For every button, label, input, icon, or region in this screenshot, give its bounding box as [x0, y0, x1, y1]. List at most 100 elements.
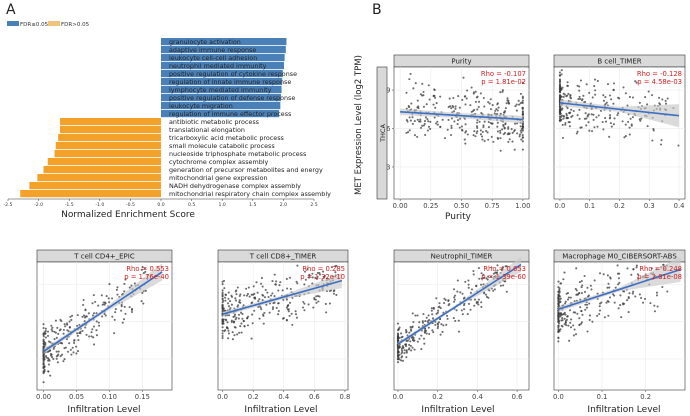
macrophage-x-tick-label-2: 0.2 — [640, 393, 651, 401]
cd8-point — [279, 281, 282, 284]
cd8-point — [303, 283, 306, 286]
cd4-point — [70, 353, 73, 356]
neutrophil-point — [496, 264, 499, 267]
purity-fit-line — [400, 111, 523, 121]
macrophage-point — [586, 286, 589, 289]
gsea-term-label-18: mitochondrial gene expression — [169, 174, 268, 182]
cd8-point — [312, 306, 315, 309]
neutrophil-point — [440, 323, 443, 326]
neutrophil-point — [408, 331, 411, 334]
gsea-x-tick-label-4: -0.5 — [126, 202, 135, 208]
neutrophil-point — [423, 330, 426, 333]
macrophage-point — [622, 303, 625, 306]
bcell-point — [592, 118, 595, 121]
cd8-point — [221, 298, 224, 301]
cd4-point — [51, 330, 54, 333]
gsea-term-label-5: positive regulation of cytokine response — [169, 70, 297, 78]
purity-point — [516, 132, 519, 135]
neutrophil-point — [484, 293, 488, 296]
cd8-point — [257, 300, 260, 303]
neutrophil-point — [421, 320, 424, 323]
purity-point — [421, 124, 424, 127]
cd4-point — [48, 349, 51, 352]
neutrophil-point — [400, 332, 403, 335]
cd8-x-tick-label-0: 0.0 — [217, 393, 228, 401]
purity-point — [478, 120, 481, 123]
cd8-point — [307, 276, 310, 279]
purity-point — [503, 131, 506, 134]
macrophage-point — [626, 299, 629, 302]
cd4-point — [55, 350, 58, 353]
neutrophil-point — [473, 298, 476, 301]
cd4-point — [66, 350, 70, 353]
purity-point — [506, 99, 509, 102]
neutrophil-point — [418, 337, 421, 340]
gsea-bar-6 — [161, 78, 283, 86]
cd4-point — [47, 358, 50, 361]
cd4-point — [92, 312, 96, 315]
neutrophil-point — [400, 347, 403, 350]
neutrophil-point — [467, 302, 470, 305]
bcell-point — [631, 116, 634, 119]
neutrophil-point — [499, 284, 502, 287]
purity-point — [469, 104, 472, 107]
macrophage-point — [630, 273, 633, 276]
purity-point — [482, 124, 485, 127]
neutrophil-point — [420, 348, 423, 351]
cd8-point — [240, 322, 243, 325]
macrophage-point — [574, 287, 577, 291]
macrophage-point — [620, 316, 623, 319]
purity-point — [515, 103, 518, 106]
cd8-point — [248, 295, 251, 298]
cd8-point — [307, 303, 310, 306]
neutrophil-point — [425, 332, 428, 335]
macrophage-point — [557, 330, 560, 333]
bcell-point — [593, 85, 596, 88]
cd8-point — [278, 284, 281, 287]
cd8-point — [228, 300, 232, 303]
panel-a-letter: A — [6, 2, 16, 18]
macrophage-point — [605, 301, 608, 304]
purity-point — [476, 126, 479, 129]
macrophage-point — [567, 296, 570, 299]
neutrophil-point — [396, 358, 400, 361]
cd8-point — [261, 285, 264, 288]
cd4-point — [88, 335, 91, 338]
cd8-point — [285, 277, 288, 281]
cd4-title: T cell CD4+_EPIC — [73, 253, 135, 261]
purity-x-tick-label-3: 0.75 — [485, 202, 500, 210]
neutrophil-point — [396, 345, 400, 348]
cd8-point — [221, 332, 224, 335]
cd8-point — [286, 305, 289, 308]
purity-x-tick-label-4: 1.00 — [515, 202, 530, 210]
macrophage-point — [563, 317, 566, 320]
cd4-point — [92, 325, 96, 328]
cd8-x-tick-label-1: 0.2 — [248, 393, 259, 401]
gsea-term-label-6: regulation of innate immune response — [169, 78, 291, 86]
gsea-term-label-4: neutrophil mediated immunity — [169, 62, 267, 70]
bcell-point — [558, 96, 562, 100]
macrophage-point — [606, 286, 609, 289]
macrophage-point — [557, 303, 560, 306]
cd8-point — [265, 303, 268, 306]
gsea-term-label-2: adaptive immune response — [169, 46, 256, 54]
macrophage-point — [578, 292, 581, 295]
purity-point — [473, 108, 476, 111]
purity-point — [410, 102, 413, 105]
bcell-point — [578, 95, 581, 98]
macrophage-point — [613, 301, 616, 304]
purity-point — [427, 84, 430, 87]
macrophage-rho-text: Rho = 0.248 — [639, 265, 682, 273]
macrophage-point — [656, 305, 659, 308]
purity-point — [434, 96, 437, 99]
cd8-point — [315, 301, 318, 304]
neutrophil-point — [500, 269, 503, 272]
neutrophil-point — [472, 273, 475, 276]
cd8-point — [290, 312, 293, 315]
bcell-point — [610, 98, 613, 101]
bcell-point — [568, 125, 571, 128]
cd8-point — [221, 336, 224, 340]
bcell-point — [623, 136, 626, 139]
purity-point — [464, 123, 467, 126]
